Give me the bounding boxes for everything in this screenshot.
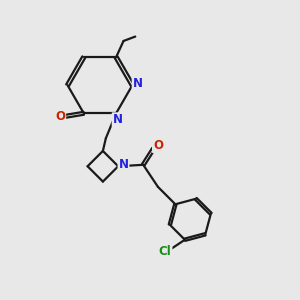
Text: O: O — [55, 110, 65, 123]
Text: N: N — [133, 77, 142, 90]
Text: Cl: Cl — [159, 245, 172, 258]
Text: O: O — [153, 139, 163, 152]
Text: N: N — [112, 113, 123, 126]
Text: N: N — [118, 158, 128, 171]
